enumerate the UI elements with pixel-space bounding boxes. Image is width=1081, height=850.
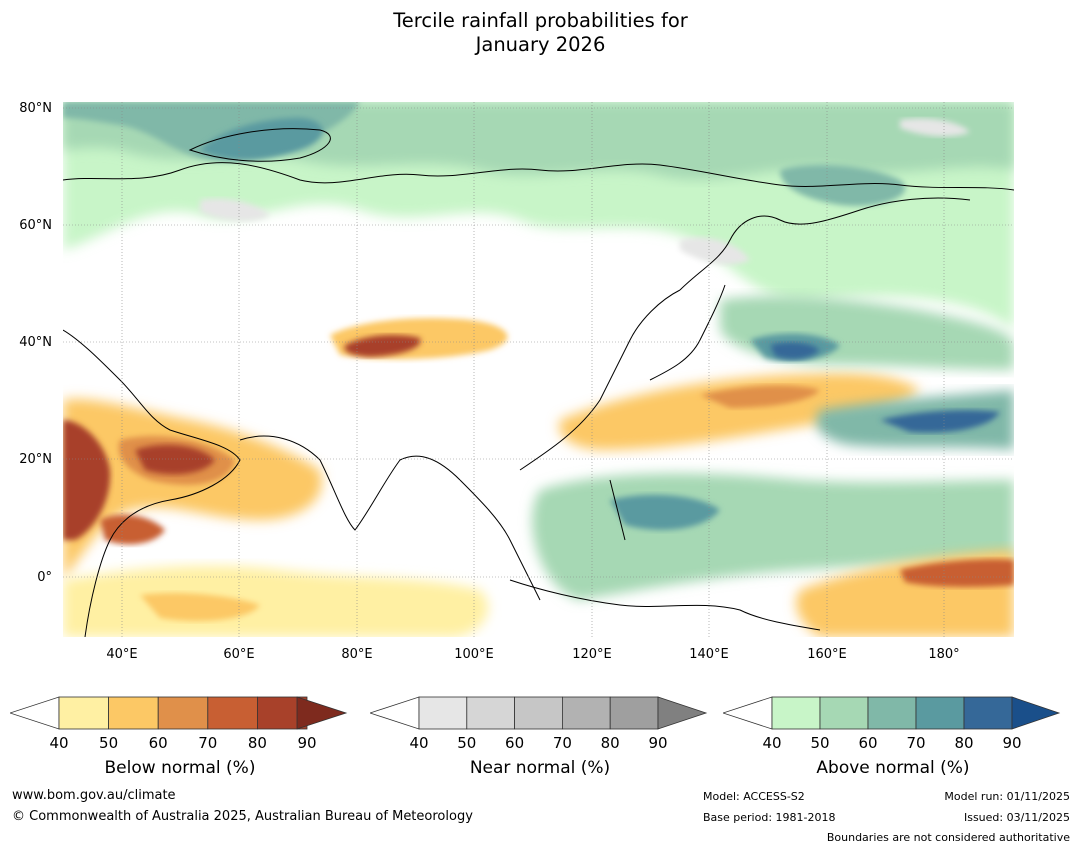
near-colorbar-cell-60 xyxy=(514,696,563,730)
coastlines xyxy=(63,128,1014,637)
lon-label-60e: 60°E xyxy=(223,647,254,662)
lat-label-40n: 40°N xyxy=(19,335,52,350)
below-normal-equatorial-pacific-strong xyxy=(900,559,1014,587)
lon-label-160e: 160°E xyxy=(807,647,847,662)
latitude-labels: 80°N 60°N 40°N 20°N 0° xyxy=(19,101,52,585)
below-normal-west-pacific-medium xyxy=(700,385,820,408)
below-colorbar-tick-50: 50 xyxy=(99,734,118,752)
coastline-philippines xyxy=(609,479,626,541)
lon-label-80e: 80°E xyxy=(341,647,372,662)
above-colorbar-cell-70 xyxy=(915,696,965,730)
lat-label-80n: 80°N xyxy=(19,101,52,116)
below-colorbar-max-extension xyxy=(296,696,348,730)
below-colorbar-tick-80: 80 xyxy=(248,734,267,752)
below-colorbar-tick-60: 60 xyxy=(149,734,168,752)
lon-label-180: 180° xyxy=(928,647,959,662)
colorbar-below-normal: 40 50 60 70 80 90 xyxy=(10,696,348,752)
below-normal-arabia-strong xyxy=(135,444,215,475)
lon-label-40e: 40°E xyxy=(106,647,137,662)
below-normal-africa-strong xyxy=(63,420,111,540)
near-colorbar-min-extension xyxy=(370,696,420,730)
coastline-india xyxy=(239,435,461,531)
lat-label-20n: 20°N xyxy=(19,452,52,467)
below-colorbar-tick-40: 40 xyxy=(49,734,68,752)
colorbar-near-normal: 40 50 60 70 80 90 xyxy=(370,696,708,752)
above-normal-north-pacific-core xyxy=(770,342,820,360)
footer-model: Model: ACCESS-S2 xyxy=(703,790,805,803)
above-normal-maritime-strong xyxy=(610,494,720,530)
near-colorbar-tick-40: 40 xyxy=(409,734,428,752)
above-normal-label: Above normal (%) xyxy=(816,758,970,778)
footer-base-period: Base period: 1981-2018 xyxy=(703,811,836,824)
above-colorbar-cell-80 xyxy=(963,696,1013,730)
footer-copyright: © Commonwealth of Australia 2025, Austra… xyxy=(12,809,473,824)
above-colorbar-tick-50: 50 xyxy=(810,734,829,752)
near-normal-patch-3 xyxy=(900,118,970,137)
below-colorbar-tick-90: 90 xyxy=(297,734,316,752)
above-colorbar-cell-50 xyxy=(819,696,869,730)
coastline-southeast-asia xyxy=(459,289,681,601)
above-colorbar-max-extension xyxy=(1011,696,1061,730)
probability-map: 80°N 60°N 40°N 20°N 0° 40°E 60°E 80°E 10… xyxy=(19,101,1014,662)
coastline-europe-arabia xyxy=(63,329,241,637)
lat-label-60n: 60°N xyxy=(19,218,52,233)
below-normal-label: Below normal (%) xyxy=(104,758,256,778)
below-normal-indian-ocean-medium xyxy=(140,593,260,622)
below-colorbar-min-extension xyxy=(10,696,60,730)
near-colorbar-tick-60: 60 xyxy=(505,734,524,752)
gridlines xyxy=(63,102,1014,637)
lat-label-0: 0° xyxy=(37,570,52,585)
near-normal-label: Near normal (%) xyxy=(469,758,611,778)
near-normal-patch-2 xyxy=(680,237,750,265)
above-normal-siberia-core xyxy=(780,164,906,206)
lon-label-100e: 100°E xyxy=(454,647,494,662)
title-line-1: Tercile rainfall probabilities for xyxy=(393,9,688,32)
above-colorbar-tick-90: 90 xyxy=(1002,734,1021,752)
footer-boundaries-note: Boundaries are not considered authoritat… xyxy=(826,831,1070,844)
near-colorbar-cell-80 xyxy=(609,696,659,730)
footer-url[interactable]: www.bom.gov.au/climate xyxy=(12,788,176,803)
near-colorbar-tick-80: 80 xyxy=(601,734,620,752)
below-normal-west-pacific xyxy=(559,373,920,450)
below-normal-horn-of-africa xyxy=(100,514,165,545)
near-colorbar-tick-50: 50 xyxy=(457,734,476,752)
near-normal-patch-1 xyxy=(200,198,270,222)
near-colorbar-cell-40 xyxy=(418,696,468,730)
near-colorbar-tick-70: 70 xyxy=(553,734,572,752)
above-colorbar-cell-60 xyxy=(867,696,917,730)
title-line-2: January 2026 xyxy=(475,33,606,56)
near-colorbar-max-extension xyxy=(657,696,708,730)
footer-model-run: Model run: 01/11/2025 xyxy=(944,790,1070,803)
footer-issued: Issued: 03/11/2025 xyxy=(963,811,1070,824)
longitude-labels: 40°E 60°E 80°E 100°E 120°E 140°E 160°E 1… xyxy=(106,647,959,662)
map-title: Tercile rainfall probabilities for Janua… xyxy=(0,9,1081,57)
above-normal-central-pacific-strong xyxy=(880,410,1000,433)
below-colorbar-cell-70 xyxy=(207,696,258,730)
lon-label-120e: 120°E xyxy=(572,647,612,662)
below-normal-central-asia-strong xyxy=(344,334,421,357)
above-colorbar-cell-40 xyxy=(771,696,821,730)
below-colorbar-cell-50 xyxy=(108,696,159,730)
below-colorbar-cell-60 xyxy=(157,696,209,730)
coastline-arctic xyxy=(63,162,1014,191)
above-colorbar-tick-80: 80 xyxy=(954,734,973,752)
coastline-scandinavia xyxy=(188,128,331,162)
below-colorbar-cell-40 xyxy=(58,696,109,730)
lon-label-140e: 140°E xyxy=(689,647,729,662)
above-colorbar-tick-70: 70 xyxy=(906,734,925,752)
colorbar-above-normal: 40 50 60 70 80 90 xyxy=(723,696,1061,752)
near-colorbar-cell-50 xyxy=(466,696,516,730)
coastline-east-asia xyxy=(679,197,971,291)
above-colorbar-min-extension xyxy=(723,696,773,730)
above-colorbar-tick-40: 40 xyxy=(762,734,781,752)
near-colorbar-cell-70 xyxy=(561,696,611,730)
coastline-japan xyxy=(649,284,726,381)
below-colorbar-tick-70: 70 xyxy=(198,734,217,752)
coastline-indonesia xyxy=(509,579,821,631)
above-colorbar-tick-60: 60 xyxy=(858,734,877,752)
near-colorbar-tick-90: 90 xyxy=(648,734,667,752)
